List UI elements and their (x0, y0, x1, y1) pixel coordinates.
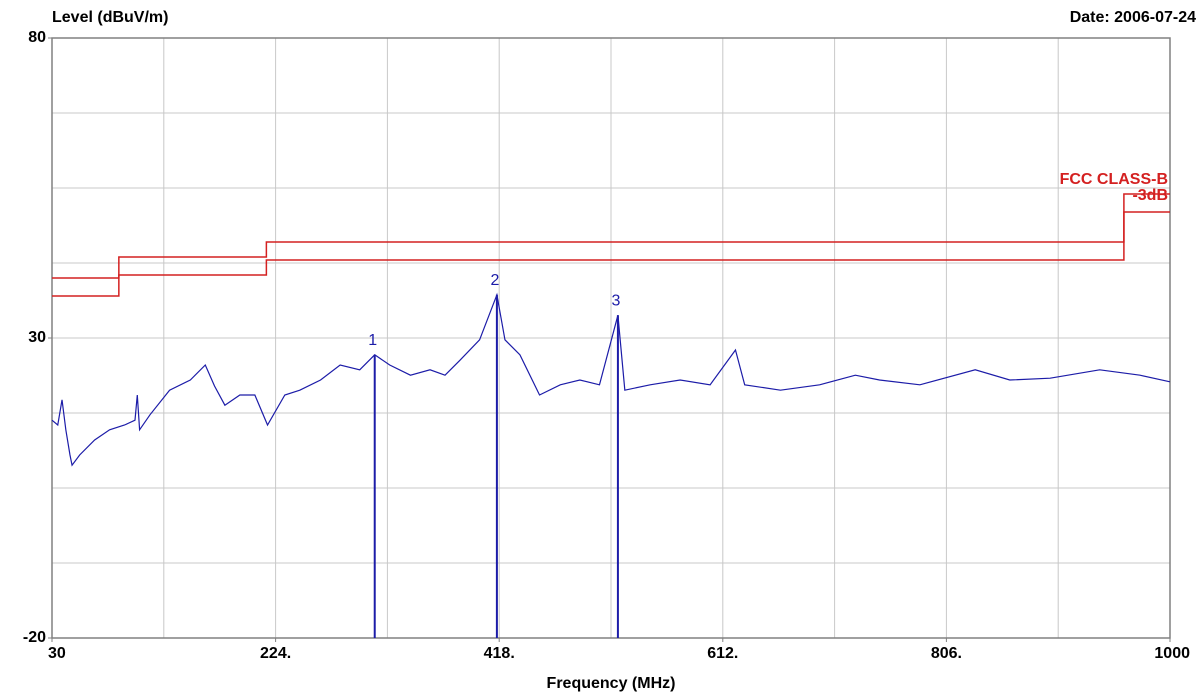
marker-label: 1 (368, 332, 377, 349)
x-tick-label: 806. (931, 645, 962, 662)
x-tick-label: 224. (260, 645, 291, 662)
marker-label: 3 (611, 292, 620, 309)
series-line (51, 292, 1171, 467)
x-tick-label: 30 (48, 645, 66, 662)
x-tick-label: 1000 (1154, 645, 1190, 662)
y-tick-label: 80 (28, 29, 46, 46)
legend-label: -3dB (1132, 187, 1168, 204)
marker-label: 2 (490, 272, 499, 289)
series-line (52, 211, 1170, 297)
y-tick-label: -20 (23, 629, 46, 646)
chart-title: Level (dBuV/m) (52, 9, 168, 26)
x-axis-label: Frequency (MHz) (547, 675, 676, 692)
legend-label: FCC CLASS-B (1060, 171, 1168, 188)
date-label: Date: 2006-07-24 (1070, 9, 1196, 26)
x-tick-label: 418. (484, 645, 515, 662)
y-tick-label: 30 (28, 329, 46, 346)
x-tick-label: 612. (707, 645, 738, 662)
